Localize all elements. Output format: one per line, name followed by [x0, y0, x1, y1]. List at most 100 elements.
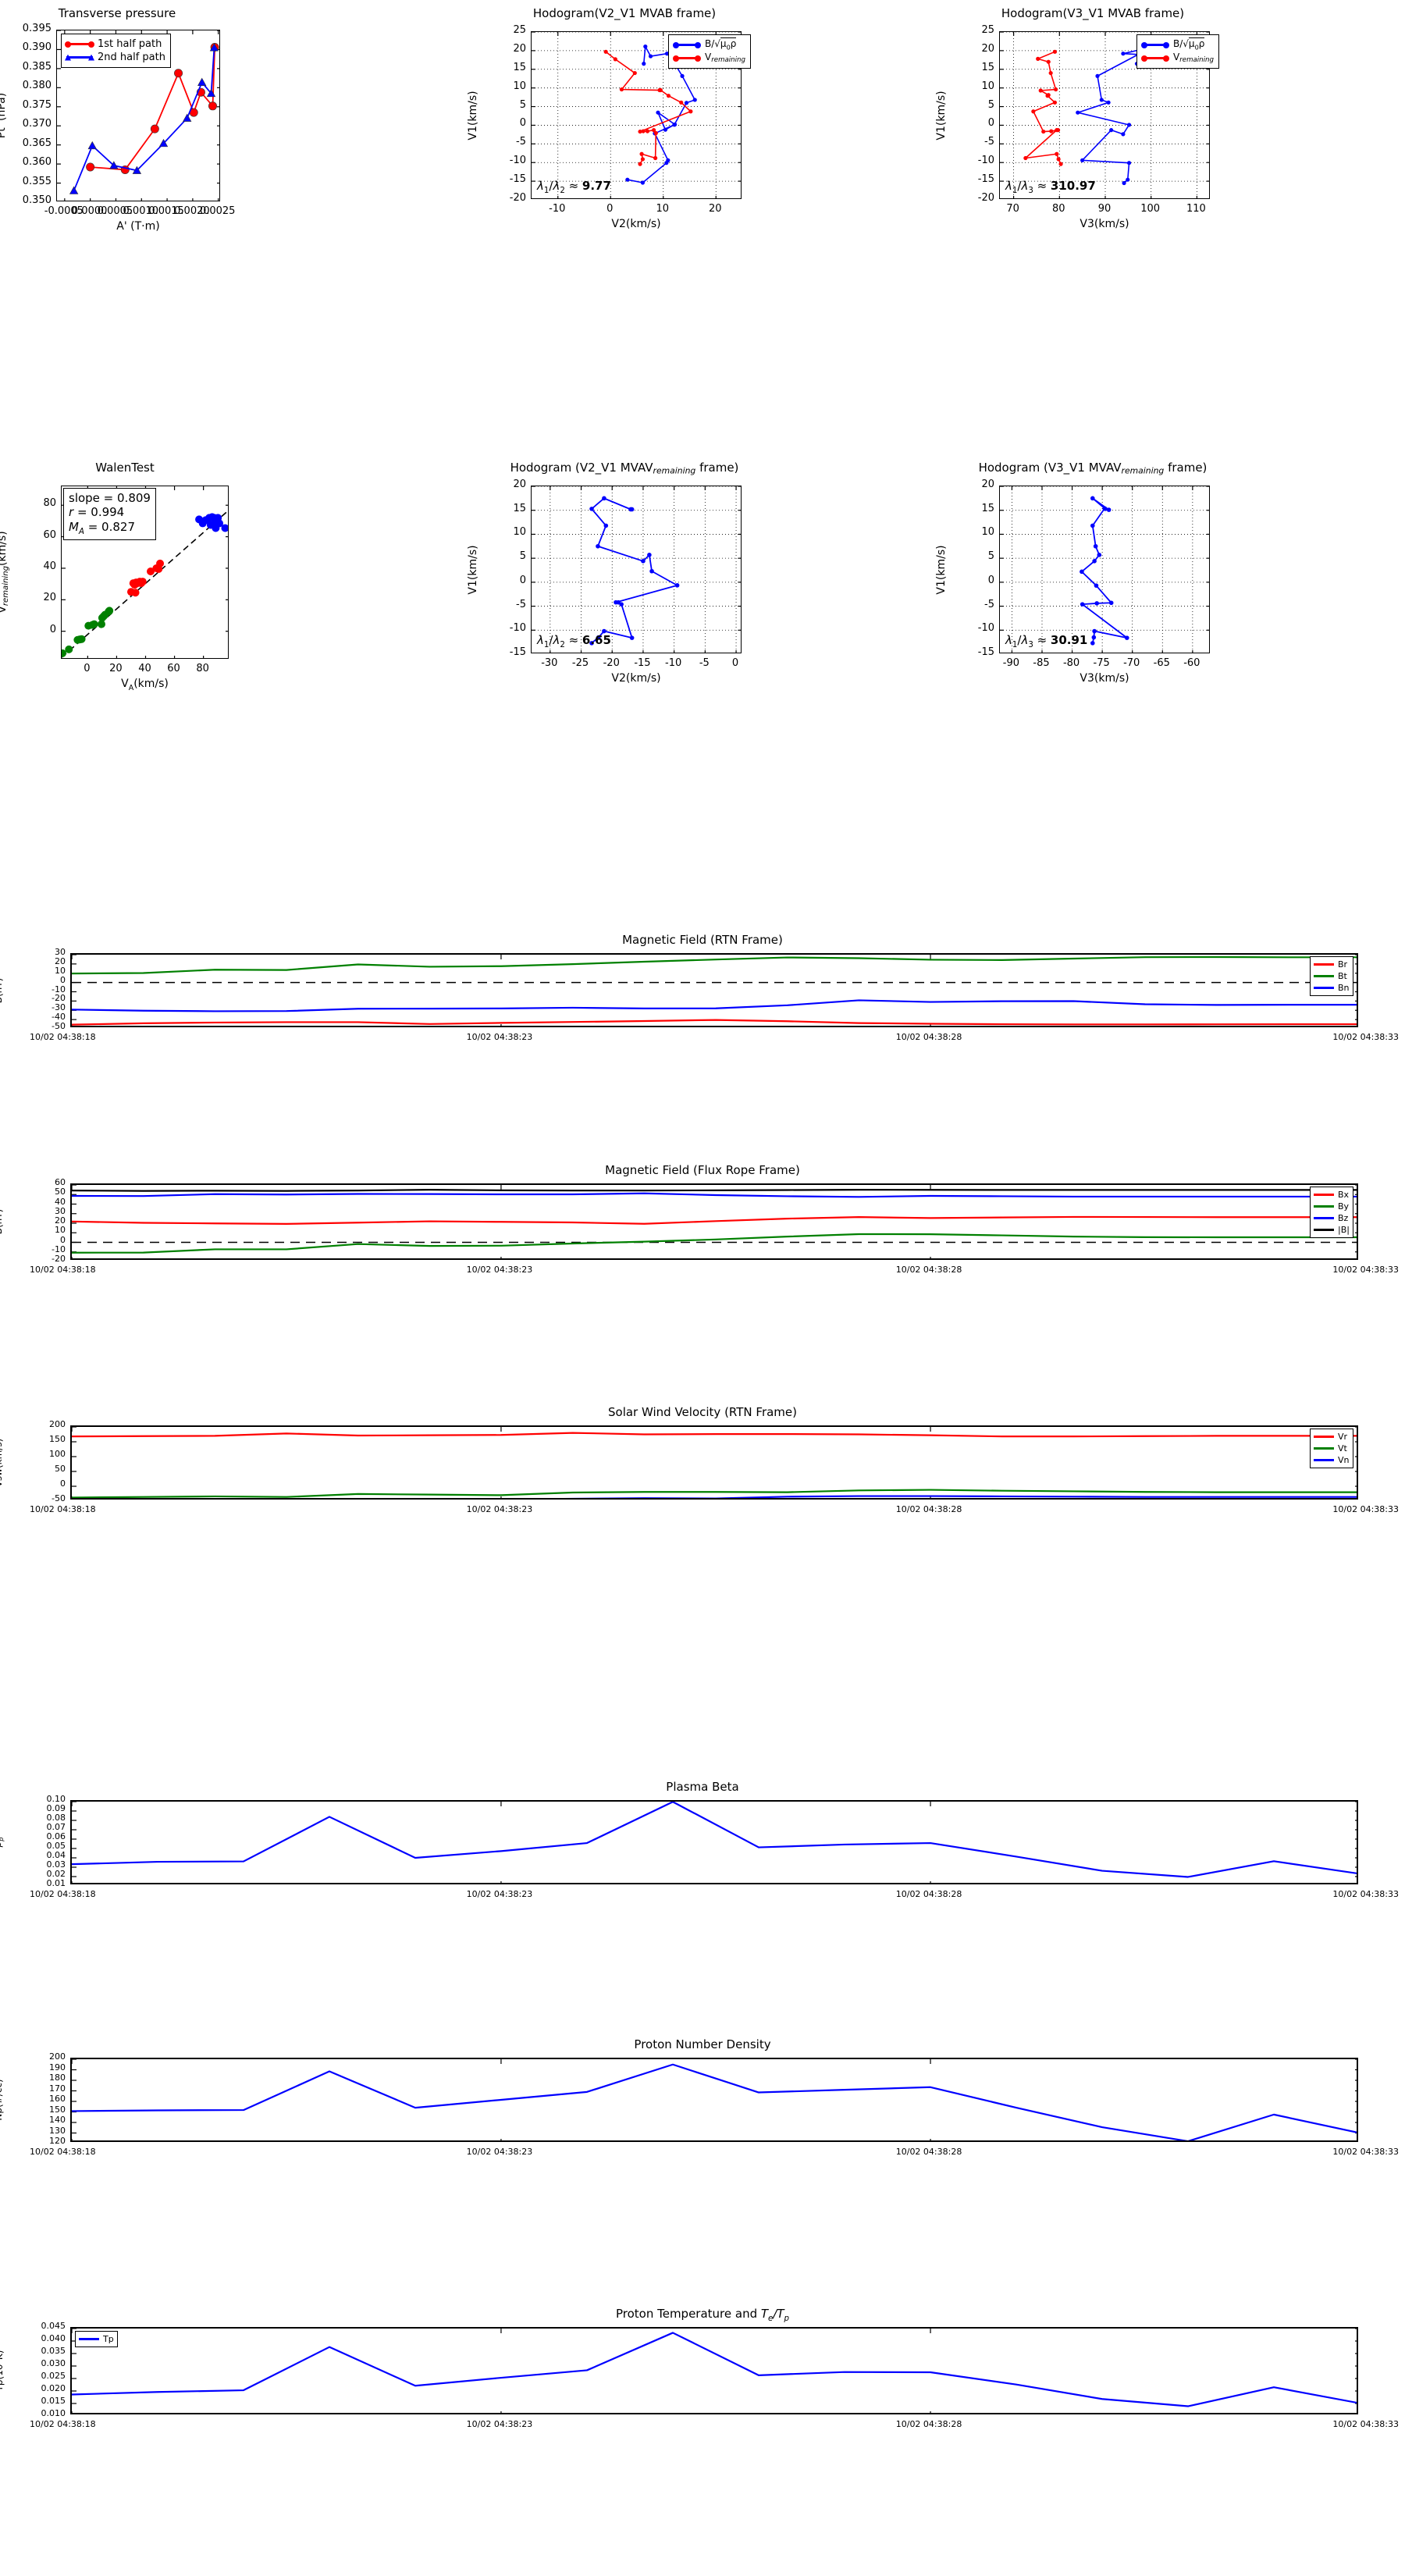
proton-number-density-ytick: 150: [49, 2104, 66, 2115]
mag-field-rtn-ytick: 10: [55, 965, 66, 976]
mag-field-rtn-panel-title: Magnetic Field (RTN Frame): [622, 933, 783, 947]
mag-field-rtn-xtick: 10/02 04:38:33: [1332, 1032, 1399, 1042]
legend-label: Vr: [1338, 1432, 1348, 1442]
legend-label: B/√μ0ρ: [1173, 37, 1205, 52]
proton-number-density-xtick: 10/02 04:38:23: [466, 2147, 533, 2157]
hodogram-v2v1-mvab-legend: B/√μ0ρ Vremaining: [668, 34, 751, 69]
mag-field-fluxrope-panel-plot-area: [70, 1183, 1358, 1260]
hodogram-v3v1-mvav-xtick: -85: [1033, 657, 1050, 669]
hodogram-v2v1-mvab-panel-title: Hodogram(V2_V1 MVAB frame): [532, 6, 717, 20]
mag-field-rtn-panel: Magnetic Field (RTN Frame) -50 -40 -30 -20 -1…: [0, 933, 1399, 1063]
legend-label: B/√μ0ρ: [705, 37, 737, 52]
hodogram-v2v1-mvab-panel-plot-area: [531, 31, 742, 199]
transverse-pressure-xtick: 0.0025: [199, 205, 236, 217]
hodogram-v3v1-mvab-ytick: 5: [987, 98, 994, 111]
legend-item: 1st half path: [65, 37, 165, 51]
hodogram-v2v1-mvav-ytick: 15: [513, 502, 526, 514]
hodogram-v3v1-mvab-ytick: -20: [977, 192, 994, 204]
proton-temperature-panel-plot-area: [70, 2327, 1358, 2414]
transverse-pressure-panel-title: Transverse pressure: [58, 6, 176, 20]
line-marker-icon: [1314, 1217, 1334, 1219]
hodogram-v2v1-mvav-xtick: -30: [541, 657, 558, 669]
hodogram-v3v1-mvab-legend: B/√μ0ρ Vremaining: [1136, 34, 1219, 69]
hodogram-v3v1-mvav-ytick: 10: [981, 526, 994, 539]
transverse-pressure-ytick: 0.350: [22, 194, 52, 206]
transverse-pressure-ytick: 0.385: [22, 60, 52, 73]
transverse-pressure-ytick: 0.360: [22, 156, 52, 169]
hodogram-v2v1-mvab-eigenvalue-annotation: λ1/λ2 ≈ 9.77: [537, 179, 611, 195]
proton-temperature-ytick: 0.015: [41, 2396, 66, 2406]
proton-number-density-ytick: 200: [49, 2051, 66, 2062]
hodogram-v3v1-mvav-xtick: -75: [1093, 657, 1110, 669]
legend-label: Vremaining: [1173, 52, 1214, 65]
proton-number-density-panel-plot-area: [70, 2058, 1358, 2142]
transverse-pressure-legend: 1st half path 2nd half path: [61, 34, 171, 68]
line-marker-icon: [1314, 1194, 1334, 1196]
hodogram-v3v1-mvab-xtick: 90: [1097, 203, 1112, 215]
walen-ma: MA = 0.827: [69, 519, 135, 536]
hodogram-v2v1-mvav-ytick: 10: [513, 526, 526, 539]
hodogram-v2v1-mvav-xlabel: V2(km/s): [611, 672, 661, 685]
legend-item: |B|: [1314, 1224, 1350, 1236]
mag-field-rtn-xtick: 10/02 04:38:18: [30, 1032, 96, 1042]
circle-marker-icon: [65, 41, 94, 48]
legend-label: Bx: [1338, 1190, 1350, 1200]
legend-item: Vt: [1314, 1443, 1350, 1454]
proton-number-density-ytick: 190: [49, 2062, 66, 2073]
legend-label: Br: [1338, 959, 1348, 970]
plasma-beta-ytick: 0.09: [46, 1803, 66, 1813]
line-marker-icon: [1141, 55, 1169, 62]
proton-number-density-panel: Proton Number Density 120 130 140 150 160 170 1…: [0, 2037, 1399, 2178]
mag-field-fluxrope-ytick: 10: [55, 1225, 66, 1236]
plasma-beta-ytick: 0.01: [46, 1878, 66, 1888]
legend-label: Bz: [1338, 1213, 1349, 1223]
hodogram-v2v1-mvav-xtick: 0: [731, 657, 739, 669]
hodogram-v2v1-mvab-ytick: 0: [519, 117, 526, 130]
proton-number-density-ytick: 130: [49, 2125, 66, 2136]
transverse-pressure-xtick: 0.0000: [71, 205, 108, 217]
solar-wind-velocity-ytick: 100: [49, 1449, 66, 1459]
hodogram-v3v1-mvab-xtick: 70: [1006, 203, 1019, 215]
proton-temperature-ytick: 0.010: [41, 2408, 66, 2418]
proton-temperature-ytick: 0.045: [41, 2321, 66, 2331]
plasma-beta-panel: Plasma Beta 0.01 0.02 0.03 0.04 0.05 0.06 0.07 0…: [0, 1780, 1399, 1920]
hodogram-v3v1-mvav-ytick: -15: [977, 646, 994, 658]
walen-test-xtick: 60: [167, 663, 180, 674]
mag-field-fluxrope-xtick: 10/02 04:38:33: [1332, 1265, 1399, 1275]
legend-label: Bn: [1338, 983, 1350, 993]
walen-test-ytick: 40: [43, 560, 56, 572]
legend-item-b-alfven: B/√μ0ρ: [673, 37, 745, 52]
plasma-beta-ytick: 0.03: [46, 1859, 66, 1870]
legend-label: Tp: [103, 2334, 114, 2344]
proton-temperature-legend: Tp: [75, 2331, 118, 2347]
transverse-pressure-xlabel: A' (T·m): [116, 220, 160, 233]
walen-test-xtick: 40: [138, 663, 151, 674]
transverse-pressure-xtick: -0.0005: [44, 205, 84, 217]
transverse-pressure-xtick: 0.0020: [174, 205, 210, 217]
proton-temperature-ytick: 0.020: [41, 2383, 66, 2393]
hodogram-v2v1-mvav-panel-title: Hodogram (V2_V1 MVAVremaining frame): [510, 461, 739, 476]
hodogram-v3v1-mvab-ytick: 20: [981, 42, 994, 55]
hodogram-v3v1-mvab-panel-title: Hodogram(V3_V1 MVAB frame): [1001, 6, 1185, 20]
mag-field-fluxrope-xtick: 10/02 04:38:28: [895, 1265, 962, 1275]
hodogram-v2v1-mvab-xlabel: V2(km/s): [611, 218, 661, 230]
hodogram-v3v1-mvav-panel-title: Hodogram (V3_V1 MVAVremaining frame): [978, 461, 1208, 476]
walen-test-xtick: 80: [196, 663, 209, 674]
walen-slope: slope = 0.809: [69, 491, 151, 505]
transverse-pressure-ytick: 0.390: [22, 41, 52, 54]
hodogram-v2v1-mvab-ytick: -5: [516, 136, 526, 148]
walen-test-panel: WalenTest 0 20 40 60 80 0 20 40 60 80 Vremaining(km…: [0, 461, 250, 695]
walen-r: r = 0.994: [69, 505, 125, 520]
line-marker-icon: [1314, 1447, 1334, 1450]
solar-wind-velocity-ytick: 50: [55, 1464, 66, 1474]
solar-wind-velocity-ytick: 150: [49, 1434, 66, 1444]
mag-field-fluxrope-legend: Bx By Bz |B|: [1310, 1187, 1353, 1238]
transverse-pressure-ytick: 0.365: [22, 137, 52, 149]
hodogram-v3v1-mvav-panel: Hodogram (V3_V1 MVAVremaining frame) -90-…: [935, 461, 1249, 695]
transverse-pressure-ytick: 0.375: [22, 98, 52, 111]
plasma-beta-xtick: 10/02 04:38:33: [1332, 1889, 1399, 1899]
proton-number-density-xtick: 10/02 04:38:18: [30, 2147, 96, 2157]
proton-temperature-xtick: 10/02 04:38:18: [30, 2419, 96, 2429]
line-marker-icon: [1314, 1229, 1334, 1231]
